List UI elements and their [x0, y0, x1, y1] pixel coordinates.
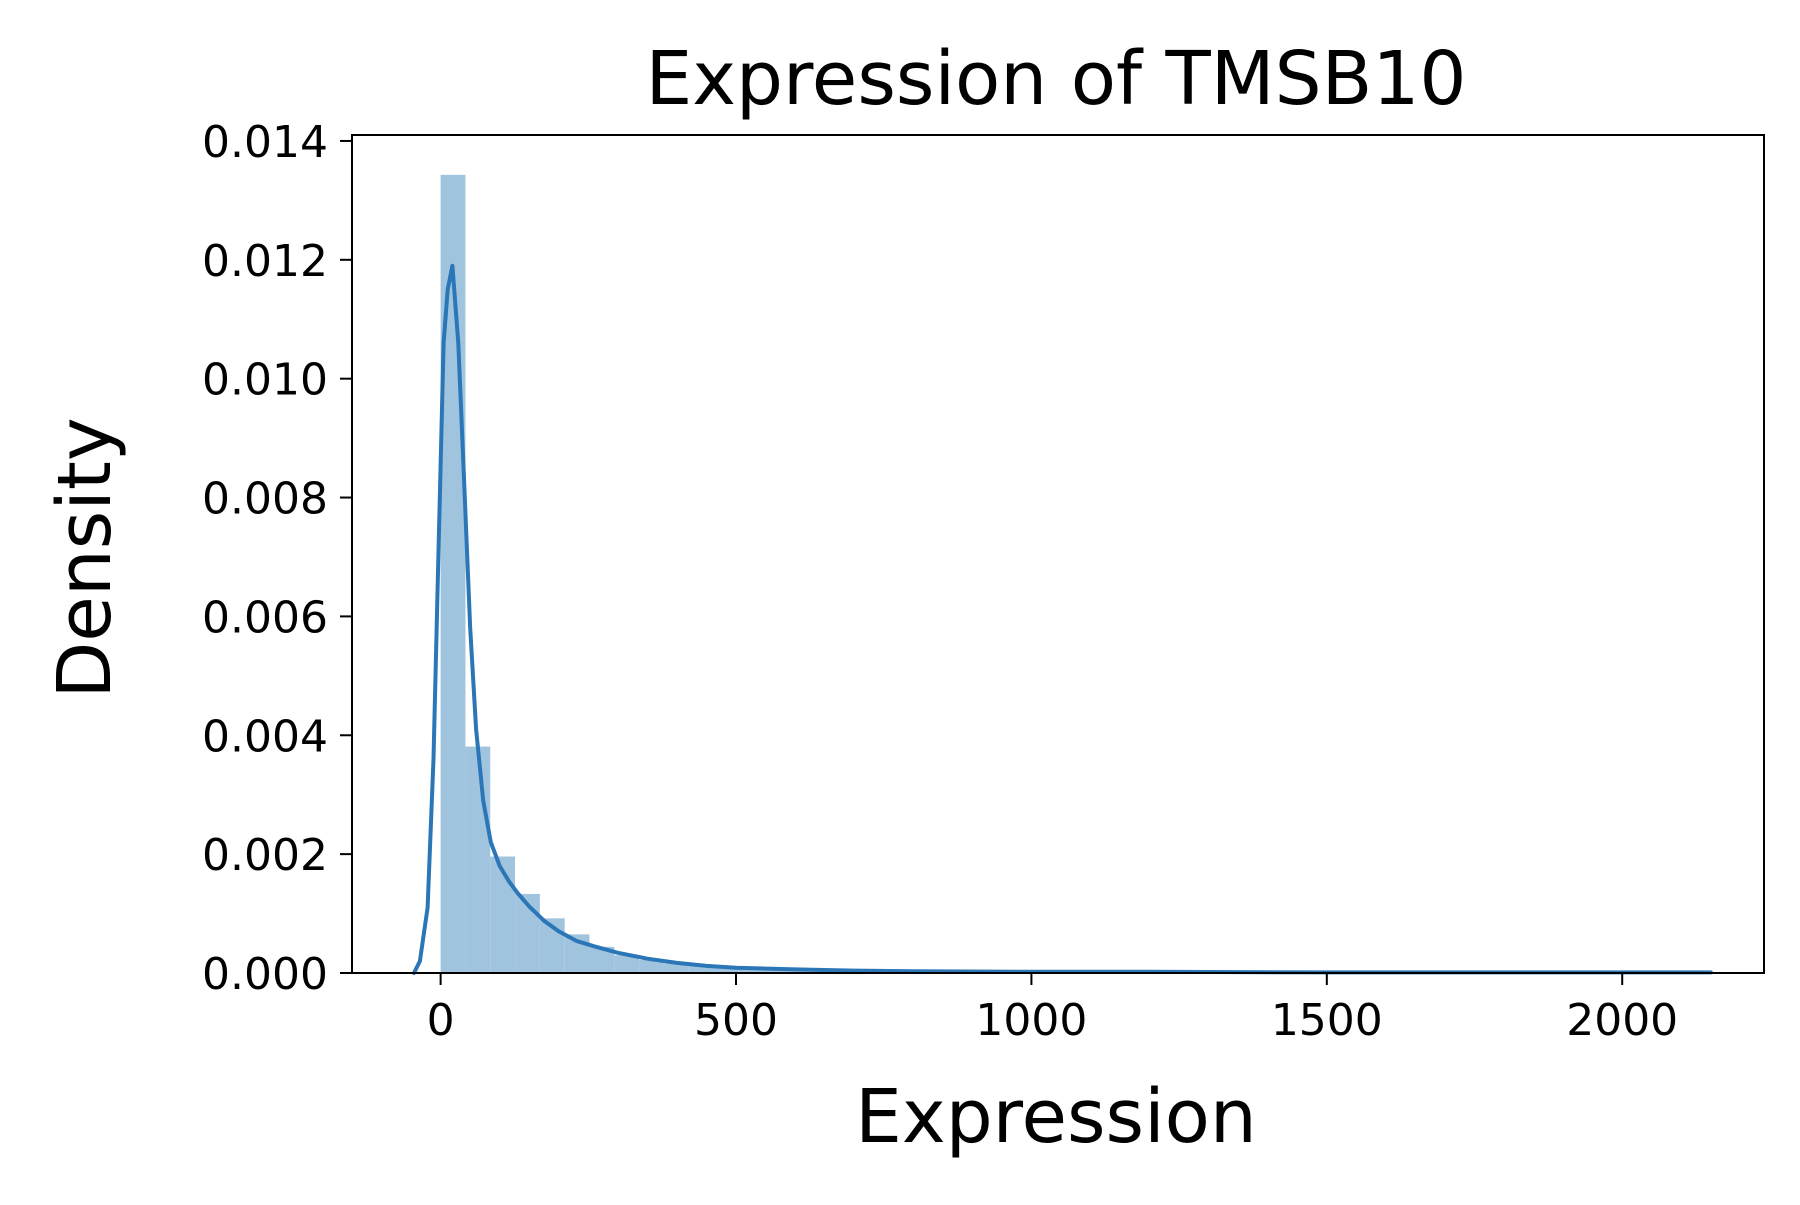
histogram-bar: [763, 970, 789, 973]
x-tick-label: 1500: [1271, 995, 1383, 1046]
y-tick-label: 0.014: [202, 117, 328, 168]
histogram-bar: [688, 965, 714, 973]
y-axis-ticks: 0.000 0.002 0.004 0.006 0.008 0.010 0.012 0.014: [202, 117, 352, 1000]
x-tick-label: 1000: [975, 995, 1087, 1046]
histogram-bar: [663, 963, 689, 973]
x-axis-title: Expression: [855, 1074, 1257, 1160]
histogram-bar: [490, 856, 516, 973]
x-tick-label: 2000: [1566, 995, 1678, 1046]
chart-title: Expression of TMSB10: [645, 36, 1466, 122]
y-tick-label: 0.010: [202, 355, 328, 406]
y-tick-label: 0.006: [202, 592, 328, 643]
histogram-bar: [614, 955, 640, 973]
x-tick-label: 0: [427, 995, 455, 1046]
x-tick-label: 500: [694, 995, 778, 1046]
y-tick-label: 0.008: [202, 474, 328, 525]
y-tick-label: 0.000: [202, 949, 328, 1000]
y-axis-title: Density: [42, 417, 128, 698]
y-tick-label: 0.012: [202, 236, 328, 287]
histogram-bar: [713, 967, 739, 973]
kde-line: [412, 263, 1713, 975]
histogram-bar: [788, 970, 813, 973]
histogram-bar: [639, 959, 664, 973]
histogram-bar: [738, 968, 764, 973]
y-tick-label: 0.002: [202, 830, 328, 881]
histogram-bar: [465, 746, 491, 973]
x-axis-ticks: 0 500 1000 1500 2000: [427, 973, 1678, 1046]
plot-frame: [351, 134, 1765, 974]
y-tick-label: 0.004: [202, 711, 328, 762]
